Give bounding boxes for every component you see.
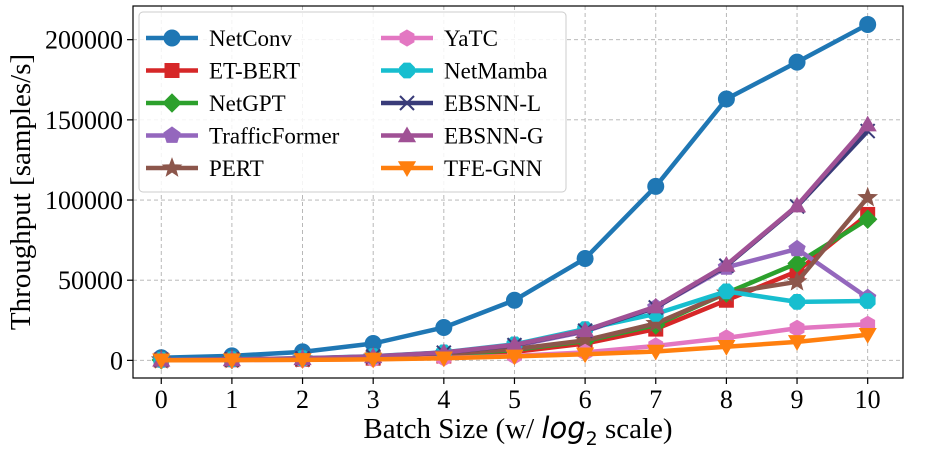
legend-label: TFE-GNN <box>444 156 543 181</box>
y-tick-label: 0 <box>110 346 123 375</box>
data-point-pert <box>857 186 879 207</box>
legend-marker-et-bert <box>164 63 180 78</box>
x-tick-label: 5 <box>508 385 521 414</box>
legend-entry-yatc: YaTC <box>381 26 498 51</box>
data-point-netconv <box>435 318 453 336</box>
legend-marker-netgpt <box>162 93 182 113</box>
data-point-netconv <box>576 250 594 268</box>
data-point-netmamba <box>718 283 735 300</box>
legend-entry-netgpt: NetGPT <box>146 91 286 116</box>
data-point-tfe-gnn <box>787 335 807 351</box>
legend-marker-pert <box>161 157 183 177</box>
legend-entry-ebsnn-g: EBSNN-G <box>381 124 544 149</box>
x-tick-label: 6 <box>579 385 592 414</box>
data-point-tfe-gnn <box>152 353 171 370</box>
x-tick-label: 1 <box>225 385 238 414</box>
legend-entry-netmamba: NetMamba <box>381 59 547 84</box>
x-tick-label: 4 <box>437 385 450 414</box>
data-point-yatc <box>789 319 805 337</box>
series-layer <box>150 15 879 370</box>
x-axis-label: Batch Size (w/ log2 scale) <box>363 411 672 450</box>
legend-label: NetGPT <box>209 91 286 116</box>
data-point-tfe-gnn <box>717 339 736 356</box>
data-point-ebsnn-g <box>576 321 595 338</box>
data-point-netmamba <box>789 293 805 310</box>
legend-entry-tfe-gnn: TFE-GNN <box>381 156 543 181</box>
legend-label: NetConv <box>209 26 293 51</box>
data-point-netmamba <box>859 293 876 309</box>
y-tick-label: 50000 <box>58 266 123 295</box>
data-point-tfe-gnn <box>293 353 312 369</box>
data-point-netconv <box>859 15 877 33</box>
data-point-tfe-gnn <box>505 349 524 366</box>
legend-entry-et-bert: ET-BERT <box>146 59 300 84</box>
data-point-tfe-gnn <box>576 347 595 364</box>
data-point-netconv <box>788 53 806 71</box>
data-point-tfe-gnn <box>646 344 665 361</box>
data-point-pert <box>786 270 808 291</box>
data-point-netconv <box>505 291 523 309</box>
x-tick-label: 7 <box>649 385 662 414</box>
y-axis-label: Throughput [samples/s] <box>5 54 37 330</box>
legend-marker-tfe-gnn <box>397 161 417 177</box>
y-tick-label: 150000 <box>45 106 123 135</box>
data-point-netgpt <box>857 209 878 229</box>
data-point-trafficformer <box>788 239 806 257</box>
x-axis-label-suffix: scale) <box>598 413 673 445</box>
legend: NetConv ET-BERT NetGPT TrafficFormer PERT YaT… <box>138 11 567 193</box>
legend-marker-ebsnn-l <box>399 95 415 111</box>
x-axis-label-prefix: Batch Size (w/ <box>363 413 541 445</box>
legend-label: ET-BERT <box>209 59 300 84</box>
y-tick-label: 100000 <box>45 186 123 215</box>
x-tick-label: 9 <box>791 385 804 414</box>
legend-label: YaTC <box>444 26 498 51</box>
data-point-netconv <box>647 177 665 195</box>
x-axis-label-subscript: 2 <box>586 428 598 450</box>
x-axis-label-log: log <box>541 411 585 445</box>
legend-entry-pert: PERT <box>146 156 264 181</box>
legend-label: TrafficFormer <box>209 124 340 149</box>
series-tfe-gnn <box>152 327 877 370</box>
data-point-tfe-gnn <box>364 352 383 369</box>
legend-marker-netconv <box>163 29 181 47</box>
plot-frame <box>132 5 904 379</box>
x-tick-label: 2 <box>296 385 309 414</box>
data-point-tfe-gnn <box>434 351 453 368</box>
legend-marker-trafficformer <box>163 126 181 143</box>
data-point-tfe-gnn <box>222 353 241 370</box>
data-point-tfe-gnn <box>858 327 877 344</box>
legend-marker-netmamba <box>399 62 415 79</box>
legend-entry-trafficformer: TrafficFormer <box>146 124 340 149</box>
legend-marker-yatc <box>399 29 415 47</box>
data-point-ebsnn-g <box>787 196 807 213</box>
y-tick-label: 200000 <box>45 26 123 55</box>
data-point-ebsnn-g <box>858 115 877 132</box>
legend-label: EBSNN-L <box>444 91 541 116</box>
x-tick-label: 10 <box>855 385 881 414</box>
x-tick-label: 0 <box>155 385 168 414</box>
legend-box <box>138 11 567 193</box>
axis-ticks: 0 1 2 3 4 5 6 7 8 9 10 0 50000 100000 150000 200000 <box>45 26 881 414</box>
legend-entry-netconv: NetConv <box>146 26 293 51</box>
legend-label: NetMamba <box>444 59 547 84</box>
x-tick-label: 3 <box>367 385 380 414</box>
data-point-ebsnn-g <box>646 297 665 314</box>
legend-label: EBSNN-G <box>444 124 544 149</box>
legend-marker-ebsnn-g <box>397 126 417 143</box>
legend-entry-ebsnn-l: EBSNN-L <box>381 91 541 116</box>
legend-label: PERT <box>209 156 264 181</box>
x-tick-label: 8 <box>720 385 733 414</box>
data-point-pert <box>645 312 667 333</box>
data-point-netconv <box>717 90 735 108</box>
data-point-ebsnn-g <box>717 255 736 272</box>
